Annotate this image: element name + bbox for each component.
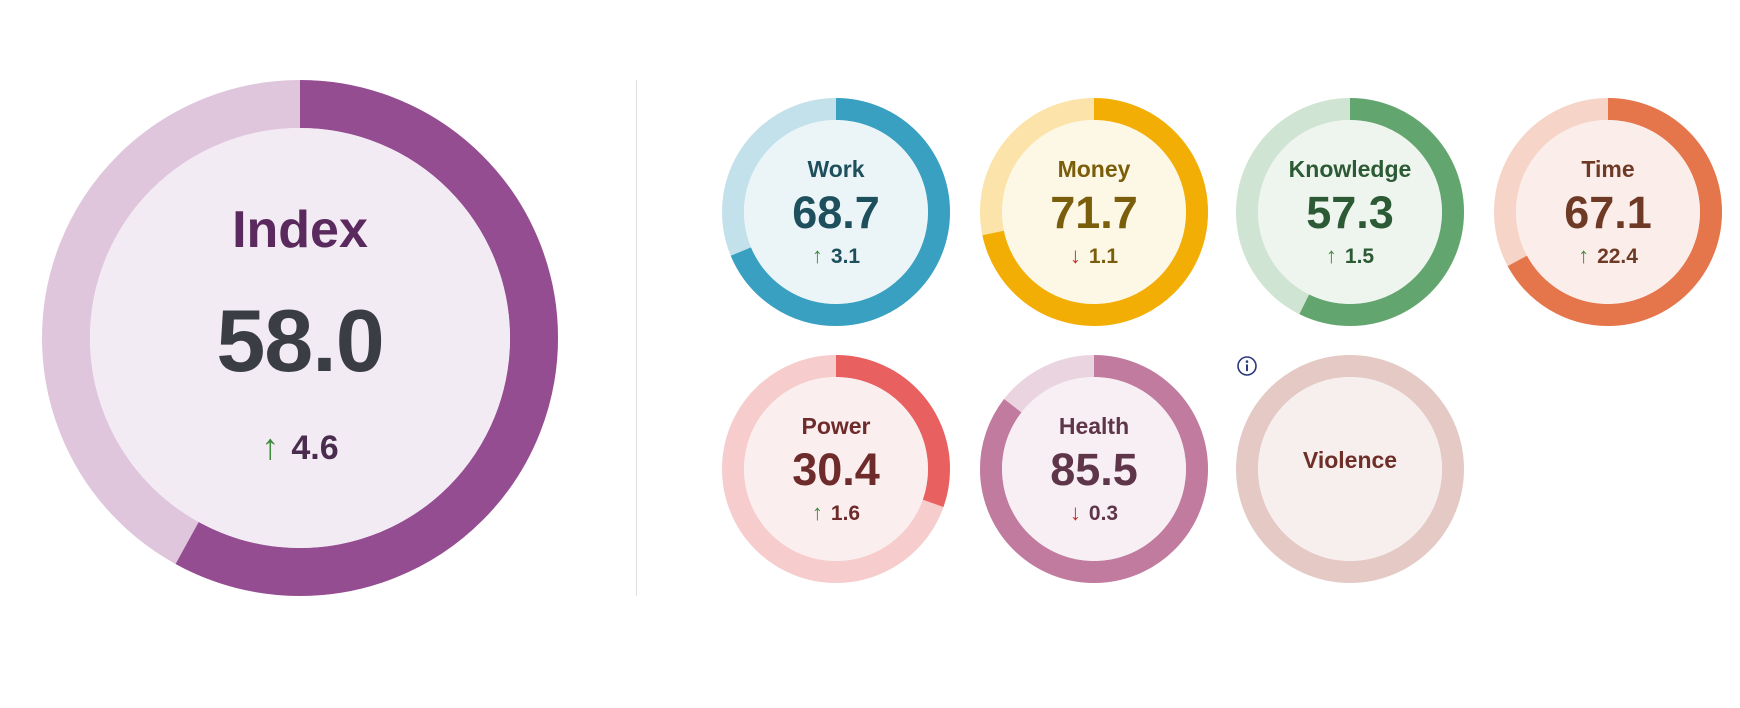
domain-label: Knowledge — [1288, 155, 1412, 182]
domain-ring-graphic — [1236, 98, 1464, 326]
arrow-down-icon: ↓ — [1069, 242, 1081, 268]
arrow-up-icon: ↑ — [1325, 242, 1337, 268]
index-delta: ↑ 4.6 — [261, 426, 338, 468]
domain-delta: ↑ 3.1 — [812, 243, 860, 269]
domain-value: 57.3 — [1306, 186, 1394, 238]
domain-delta: ↑ 1.5 — [1326, 243, 1374, 269]
domain-delta: ↑ 22.4 — [1578, 243, 1638, 269]
domain-ring-graphic — [980, 98, 1208, 326]
index-ring-progress — [42, 80, 558, 596]
domain-label: Time — [1581, 155, 1635, 182]
domain-delta-value: 22.4 — [1597, 244, 1638, 268]
domain-ring-time[interactable]: Time 67.1 ↑ 22.4 — [1494, 98, 1722, 326]
domain-delta: ↑ 1.6 — [812, 500, 860, 526]
arrow-up-icon: ↑ — [811, 499, 823, 525]
arrow-up-icon: ↑ — [1578, 242, 1590, 268]
domain-label: Violence — [1302, 446, 1398, 473]
domain-ring-health[interactable]: Health 85.5 ↓ 0.3 — [980, 355, 1208, 583]
domain-value: 68.7 — [792, 186, 880, 238]
index-label: Index — [232, 201, 368, 259]
domain-value: 71.7 — [1050, 186, 1138, 238]
domain-delta-value: 1.5 — [1344, 244, 1375, 268]
domain-ring-knowledge[interactable]: Knowledge 57.3 ↑ 1.5 — [1236, 98, 1464, 326]
domain-delta-value: 1.1 — [1088, 244, 1119, 268]
arrow-up-icon: ↑ — [811, 242, 823, 268]
domain-ring-violence[interactable]: Violence — [1236, 355, 1464, 583]
domain-value: 67.1 — [1564, 186, 1652, 238]
domain-delta-value: 3.1 — [830, 244, 861, 268]
domain-label: Work — [807, 155, 865, 182]
domain-value: 30.4 — [792, 443, 880, 495]
domain-delta-value: 1.6 — [830, 501, 861, 525]
domain-ring-graphic — [722, 355, 950, 583]
domain-value: 85.5 — [1050, 443, 1138, 495]
domain-delta: ↓ 0.3 — [1070, 500, 1118, 526]
vertical-divider — [636, 80, 637, 596]
domain-delta: ↓ 1.1 — [1070, 243, 1118, 269]
index-delta-value: 4.6 — [291, 429, 339, 467]
index-ring[interactable]: Index 58.0 ↑ 4.6 — [42, 80, 558, 596]
domain-ring-graphic — [722, 98, 950, 326]
domain-ring-work[interactable]: Work 68.7 ↑ 3.1 — [722, 98, 950, 326]
domain-ring-power[interactable]: Power 30.4 ↑ 1.6 — [722, 355, 950, 583]
arrow-up-icon: ↑ — [261, 426, 280, 467]
domain-ring-graphic — [1236, 355, 1464, 583]
index-ring-inner — [90, 128, 510, 548]
index-ring-graphic — [42, 80, 558, 596]
domain-ring-graphic — [980, 355, 1208, 583]
domain-label: Health — [1058, 412, 1130, 439]
domain-label: Power — [801, 412, 871, 439]
domain-ring-graphic — [1494, 98, 1722, 326]
info-circle-icon[interactable] — [1236, 355, 1258, 377]
index-value: 58.0 — [216, 291, 384, 390]
domain-delta-value: 0.3 — [1088, 501, 1119, 525]
arrow-down-icon: ↓ — [1069, 499, 1081, 525]
domain-label: Money — [1057, 155, 1131, 182]
domain-ring-money[interactable]: Money 71.7 ↓ 1.1 — [980, 98, 1208, 326]
